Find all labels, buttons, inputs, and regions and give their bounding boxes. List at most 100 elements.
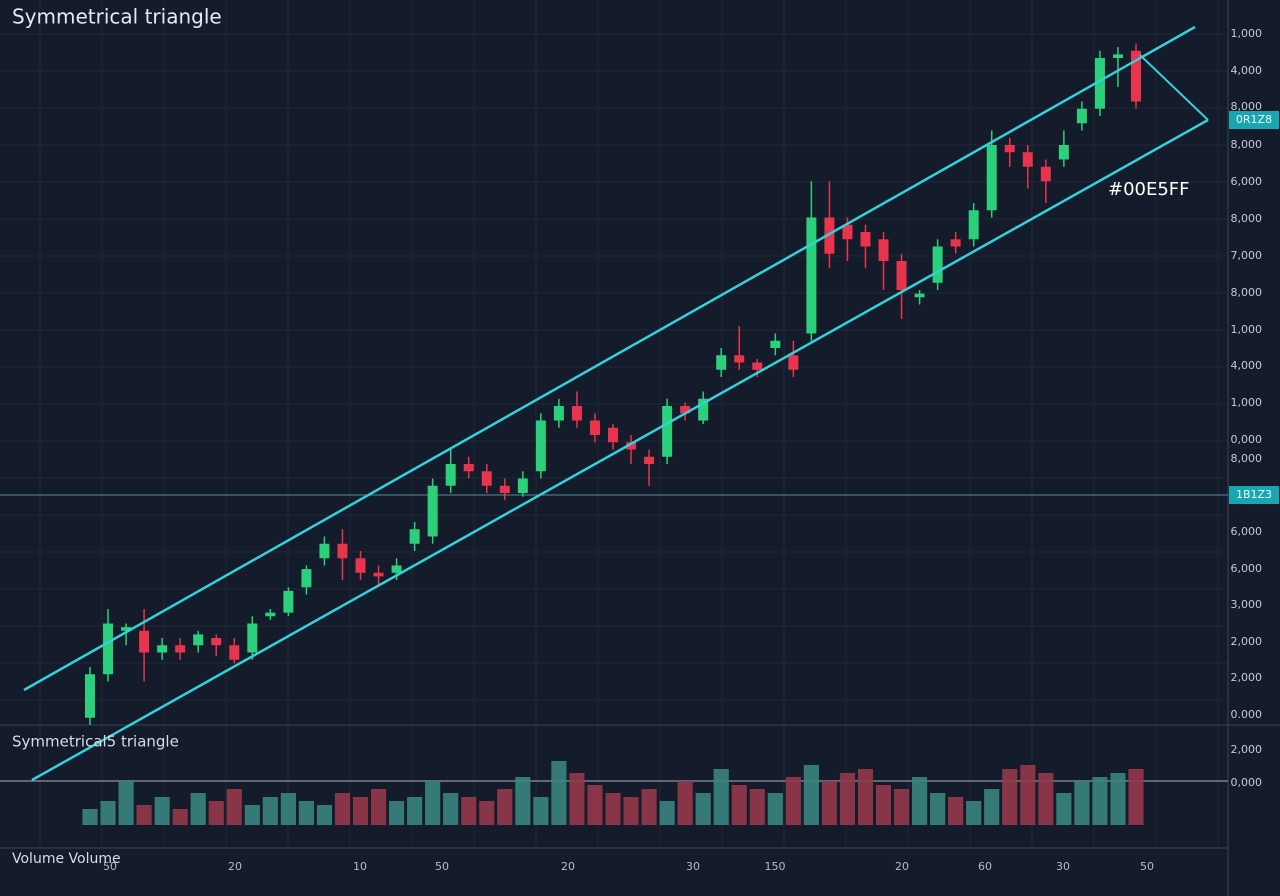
volume-bar	[785, 777, 801, 825]
volume-bar	[948, 797, 964, 825]
candle-body	[842, 224, 853, 240]
volume-bar	[713, 769, 729, 825]
candle-body	[445, 464, 456, 486]
volume-bar	[1074, 781, 1090, 825]
candle-body	[121, 627, 132, 631]
candle-body	[752, 362, 763, 370]
volume-bar	[298, 801, 314, 825]
candle-body	[1076, 108, 1087, 124]
candle-body	[535, 420, 546, 472]
volume-bar	[1056, 793, 1072, 825]
candle-body	[1004, 145, 1015, 153]
price-axis: 1,000 4,000 8,000 8,000 6,000 8,000 7,000 8,000…	[1229, 27, 1279, 789]
candle-body	[1022, 152, 1033, 167]
volume-bar	[695, 793, 711, 825]
volume-bar	[605, 793, 621, 825]
candle-body	[824, 217, 835, 254]
candle-body	[247, 623, 258, 653]
volume-bar	[244, 805, 260, 825]
candle-body	[319, 543, 330, 559]
candle-body	[337, 543, 348, 559]
volume-bar	[533, 797, 549, 825]
volume-axis-label: 0,000	[1231, 776, 1263, 789]
volume-bar	[875, 785, 892, 825]
candle-body	[301, 569, 312, 588]
price-tag: 1B1Z3	[1236, 488, 1272, 501]
volume-bar	[425, 781, 441, 825]
volume-bar	[226, 789, 242, 825]
x-tick-label: 60	[978, 860, 992, 873]
volume-bar	[857, 769, 874, 825]
price-label: 3,000	[1231, 598, 1263, 611]
candle-body	[265, 612, 276, 617]
volume-bar	[984, 789, 1000, 825]
candle-body	[806, 217, 817, 334]
price-label: 4,000	[1231, 359, 1263, 372]
chart-title: Symmetrical triangle	[12, 5, 222, 29]
price-label: 0,000	[1231, 433, 1263, 446]
price-label: 2,000	[1231, 635, 1263, 648]
volume-bar	[623, 797, 639, 825]
volume-bar	[569, 773, 585, 825]
candle-body	[499, 485, 510, 493]
volume-bar	[497, 789, 513, 825]
price-label: 8,000	[1231, 286, 1263, 299]
candle-body	[553, 406, 564, 421]
volume-bar	[479, 801, 495, 825]
candle-body	[481, 471, 492, 486]
candle-body	[139, 630, 150, 653]
candle-body	[770, 340, 781, 348]
channel-apex	[1139, 54, 1209, 121]
candle-body	[391, 565, 402, 573]
candle-body	[608, 427, 618, 443]
x-tick-label: 30	[1056, 860, 1070, 873]
x-tick-label: 20	[895, 860, 909, 873]
volume-footer: Volume Volume	[12, 851, 121, 867]
volume-bar	[118, 781, 134, 825]
volume-bar	[82, 809, 98, 825]
volume-bar	[407, 797, 423, 825]
candle-body	[193, 634, 204, 646]
volume-bar	[731, 785, 747, 825]
x-tick-label: 20	[228, 860, 242, 873]
price-label: 1,000	[1231, 27, 1263, 40]
candle-body	[860, 232, 871, 247]
volume-axis-label: 2,000	[1231, 743, 1263, 756]
candle-body	[1131, 50, 1141, 102]
volume-bar	[100, 801, 116, 825]
candle-body	[734, 355, 745, 363]
volume-bar	[370, 789, 387, 825]
grid	[0, 0, 1228, 848]
price-tag-box	[1229, 111, 1279, 129]
volume-bar	[1020, 765, 1036, 825]
candle-body	[1058, 145, 1069, 160]
price-label: 6,000	[1231, 175, 1263, 188]
price-label: 1,000	[1231, 396, 1263, 409]
volume-bar	[587, 785, 603, 825]
price-label: 8,000	[1231, 100, 1263, 113]
volume-bar	[172, 809, 188, 825]
volume-bar	[966, 801, 982, 825]
x-tick-label: 30	[686, 860, 700, 873]
candle-body	[950, 239, 961, 247]
volume-bar	[515, 777, 531, 825]
candle-body	[175, 645, 186, 653]
price-label: 2,000	[1231, 671, 1263, 684]
x-tick-label: 150	[765, 860, 786, 873]
candles	[85, 43, 1141, 725]
x-tick-label: 20	[561, 860, 575, 873]
candle-body	[896, 261, 907, 290]
candle-body	[283, 590, 294, 613]
volume-bar	[912, 777, 928, 825]
candle-body	[932, 246, 943, 283]
candle-body	[644, 456, 655, 464]
candle-body	[157, 645, 168, 653]
channel-lower	[31, 118, 1209, 782]
volume-bar	[316, 805, 333, 825]
volume-title: Symmetrical5 triangle	[12, 733, 179, 751]
price-label: 8,000	[1231, 452, 1263, 465]
candle-body	[662, 406, 673, 457]
volume-bar	[1110, 773, 1126, 825]
